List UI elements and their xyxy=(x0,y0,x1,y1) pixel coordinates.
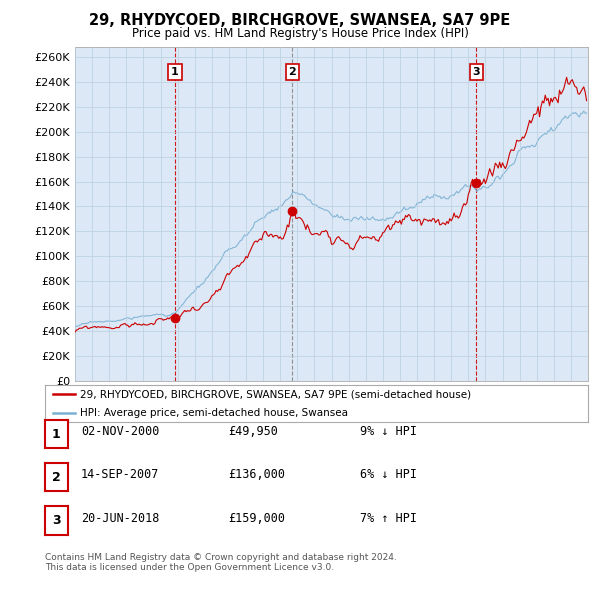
Text: 6% ↓ HPI: 6% ↓ HPI xyxy=(360,468,417,481)
Text: This data is licensed under the Open Government Licence v3.0.: This data is licensed under the Open Gov… xyxy=(45,563,334,572)
Text: £159,000: £159,000 xyxy=(228,512,285,525)
Text: £136,000: £136,000 xyxy=(228,468,285,481)
Text: 14-SEP-2007: 14-SEP-2007 xyxy=(81,468,160,481)
Text: 7% ↑ HPI: 7% ↑ HPI xyxy=(360,512,417,525)
Text: 1: 1 xyxy=(52,428,61,441)
Text: Contains HM Land Registry data © Crown copyright and database right 2024.: Contains HM Land Registry data © Crown c… xyxy=(45,553,397,562)
Text: 3: 3 xyxy=(52,514,61,527)
Text: Price paid vs. HM Land Registry's House Price Index (HPI): Price paid vs. HM Land Registry's House … xyxy=(131,27,469,40)
Text: 3: 3 xyxy=(473,67,480,77)
Text: 1: 1 xyxy=(171,67,179,77)
Text: 9% ↓ HPI: 9% ↓ HPI xyxy=(360,425,417,438)
Text: 2: 2 xyxy=(52,471,61,484)
Text: 20-JUN-2018: 20-JUN-2018 xyxy=(81,512,160,525)
Text: £49,950: £49,950 xyxy=(228,425,278,438)
Text: 29, RHYDYCOED, BIRCHGROVE, SWANSEA, SA7 9PE: 29, RHYDYCOED, BIRCHGROVE, SWANSEA, SA7 … xyxy=(89,13,511,28)
Text: HPI: Average price, semi-detached house, Swansea: HPI: Average price, semi-detached house,… xyxy=(80,408,348,418)
Text: 29, RHYDYCOED, BIRCHGROVE, SWANSEA, SA7 9PE (semi-detached house): 29, RHYDYCOED, BIRCHGROVE, SWANSEA, SA7 … xyxy=(80,389,472,399)
Text: 02-NOV-2000: 02-NOV-2000 xyxy=(81,425,160,438)
Text: 2: 2 xyxy=(289,67,296,77)
